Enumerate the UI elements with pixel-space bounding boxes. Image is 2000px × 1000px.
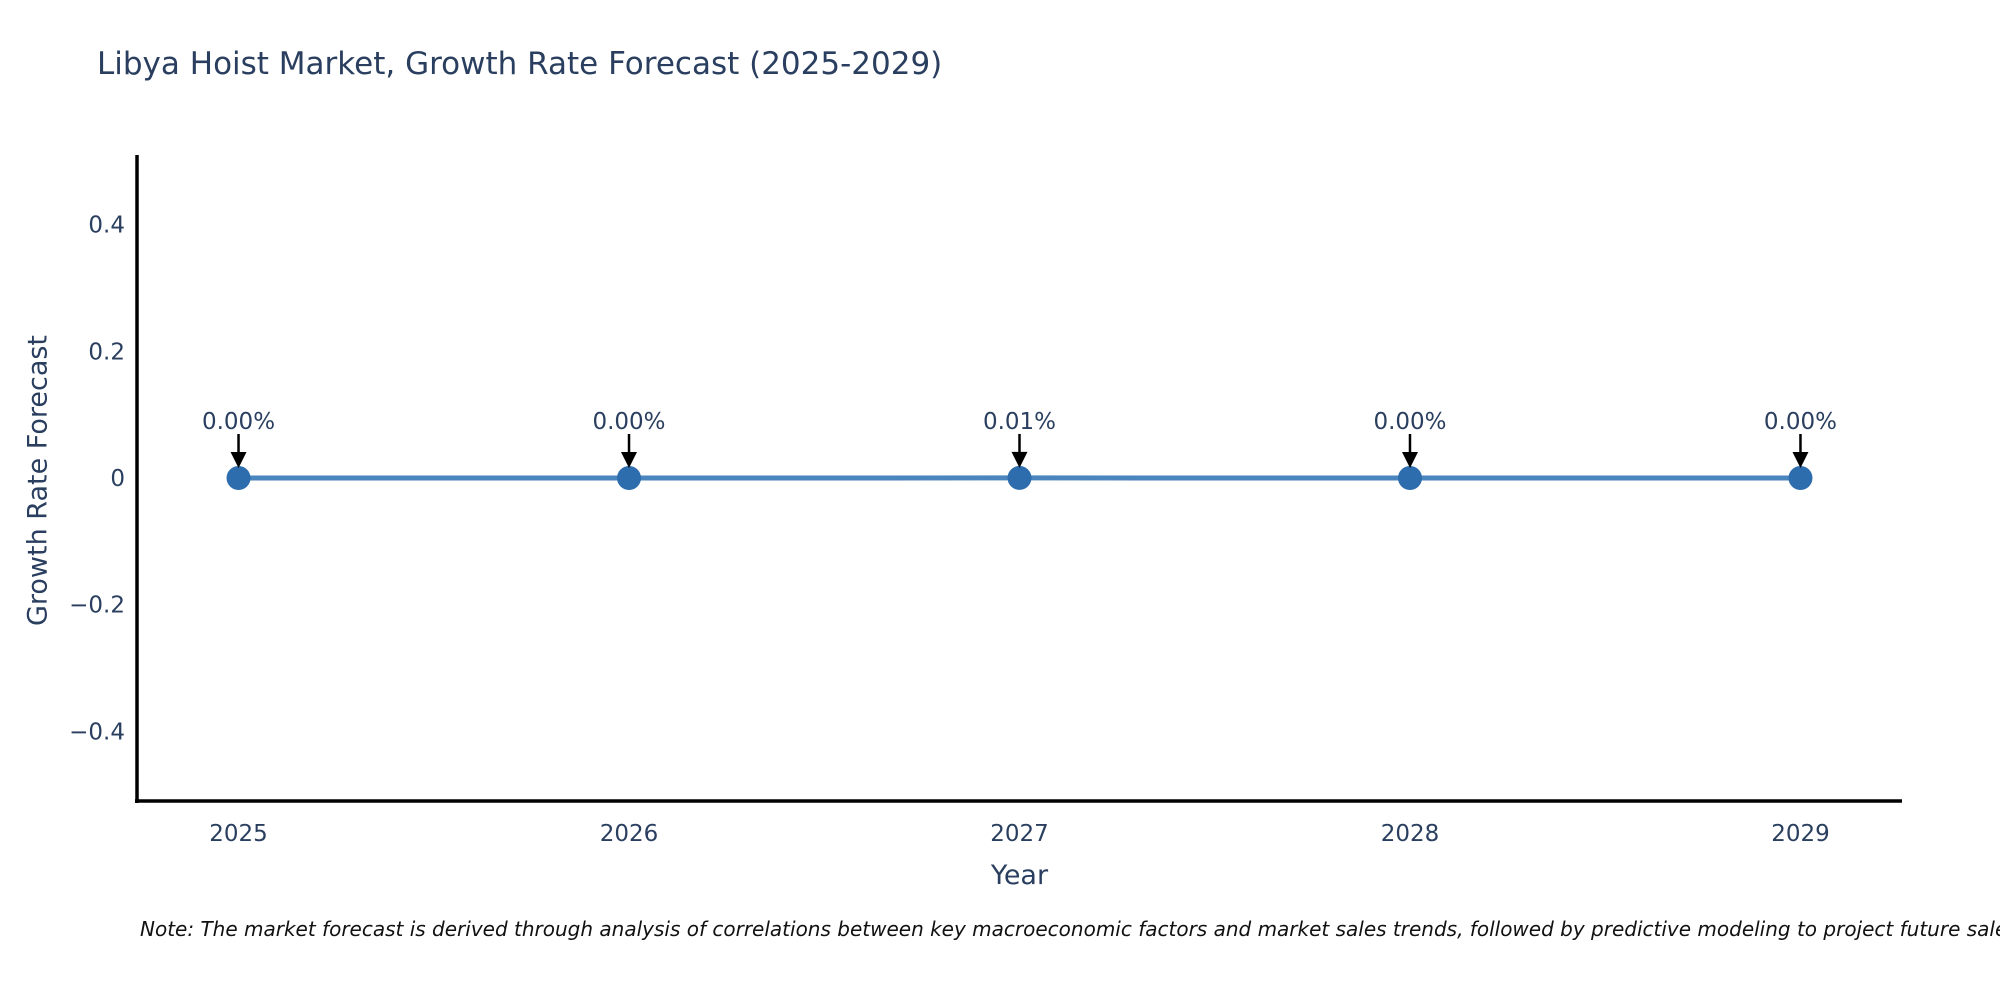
data-point-marker [1788,466,1813,490]
annotation-label: 0.00% [202,409,275,435]
chart-title: Libya Hoist Market, Growth Rate Forecast… [97,46,943,82]
annotation-label: 0.01% [983,409,1056,435]
annotation-arrowhead [1401,452,1418,468]
annotation-arrowhead [230,452,247,468]
x-tick-label: 2026 [600,821,659,847]
annotation-label: 0.00% [592,409,665,435]
annotation-arrowhead [621,452,638,468]
data-point-marker [617,466,642,490]
x-tick-label: 2029 [1771,821,1830,847]
x-axis-title: Year [990,860,1049,891]
y-tick-label: 0 [110,466,125,492]
y-tick-label: −0.4 [69,719,125,745]
annotation-label: 0.00% [1373,409,1446,435]
data-point-marker [226,466,251,490]
y-tick-label: 0.2 [88,339,125,365]
y-tick-label: −0.2 [69,593,125,619]
x-tick-label: 2028 [1381,821,1440,847]
data-point-marker [1397,466,1422,490]
data-point-marker [1007,465,1032,490]
annotation-label: 0.00% [1764,409,1837,435]
y-tick-label: 0.4 [88,213,125,239]
x-tick-label: 2027 [990,821,1049,847]
x-tick-label: 2025 [209,821,268,847]
footnote: Note: The market forecast is derived thr… [140,917,2000,941]
annotation-arrowhead [1011,451,1028,468]
annotation-arrowhead [1792,452,1809,468]
